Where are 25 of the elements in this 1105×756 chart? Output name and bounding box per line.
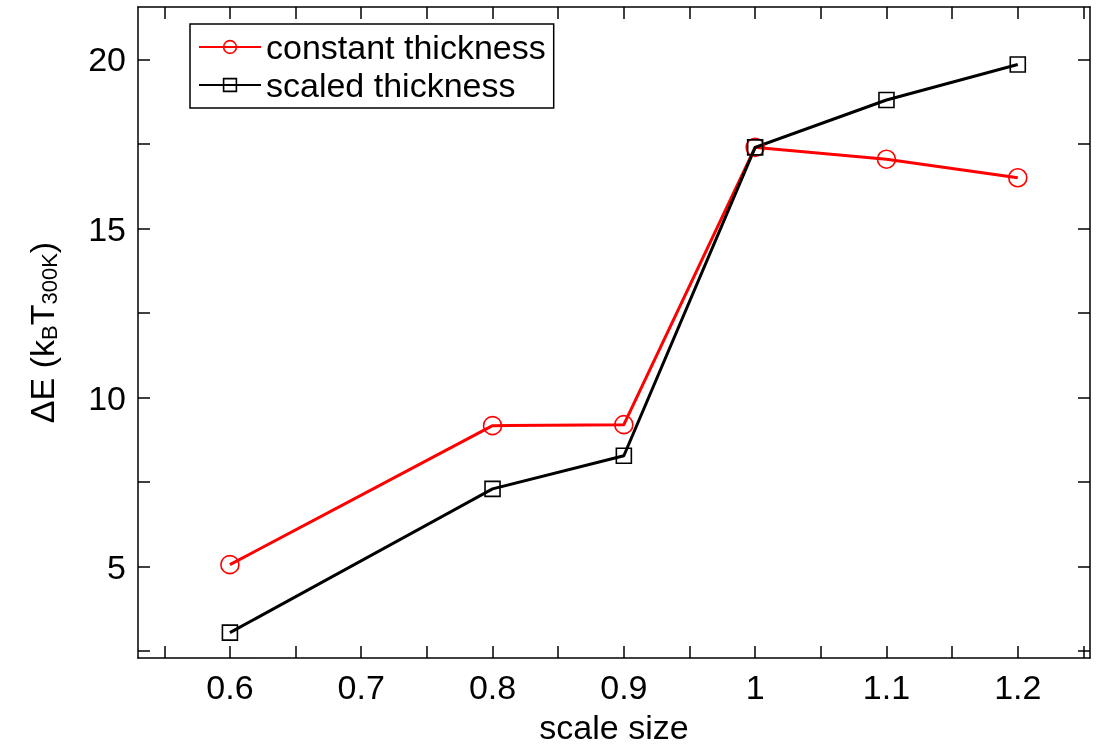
point <box>221 624 239 641</box>
x-tick-label: 0.7 <box>337 668 385 706</box>
x-tick-label: 1.2 <box>994 668 1042 706</box>
legend-label: constant thickness <box>266 28 546 66</box>
point <box>482 415 503 436</box>
y-tick-label: 5 <box>107 547 126 586</box>
point <box>1009 56 1027 73</box>
x-tick-label: 0.8 <box>468 668 517 706</box>
legend-label: scaled thickness <box>266 66 516 104</box>
y-tick-label: 15 <box>88 209 126 248</box>
x-tick-label: 1 <box>745 668 765 706</box>
x-tick-label: 1.1 <box>862 668 911 706</box>
y-tick-label: 10 <box>88 378 126 417</box>
point <box>878 91 895 109</box>
point <box>484 480 501 498</box>
point <box>876 149 897 169</box>
y-axis-title: ΔE (kBT300K) <box>23 241 62 424</box>
point <box>220 554 240 575</box>
point <box>1007 168 1028 188</box>
x-tick-label: 0.6 <box>206 668 254 706</box>
x-tick-label: 0.9 <box>600 668 648 706</box>
point <box>615 447 633 465</box>
y-tick-label: 20 <box>88 40 126 79</box>
point <box>614 414 634 435</box>
x-axis-title: scale size <box>539 708 689 746</box>
